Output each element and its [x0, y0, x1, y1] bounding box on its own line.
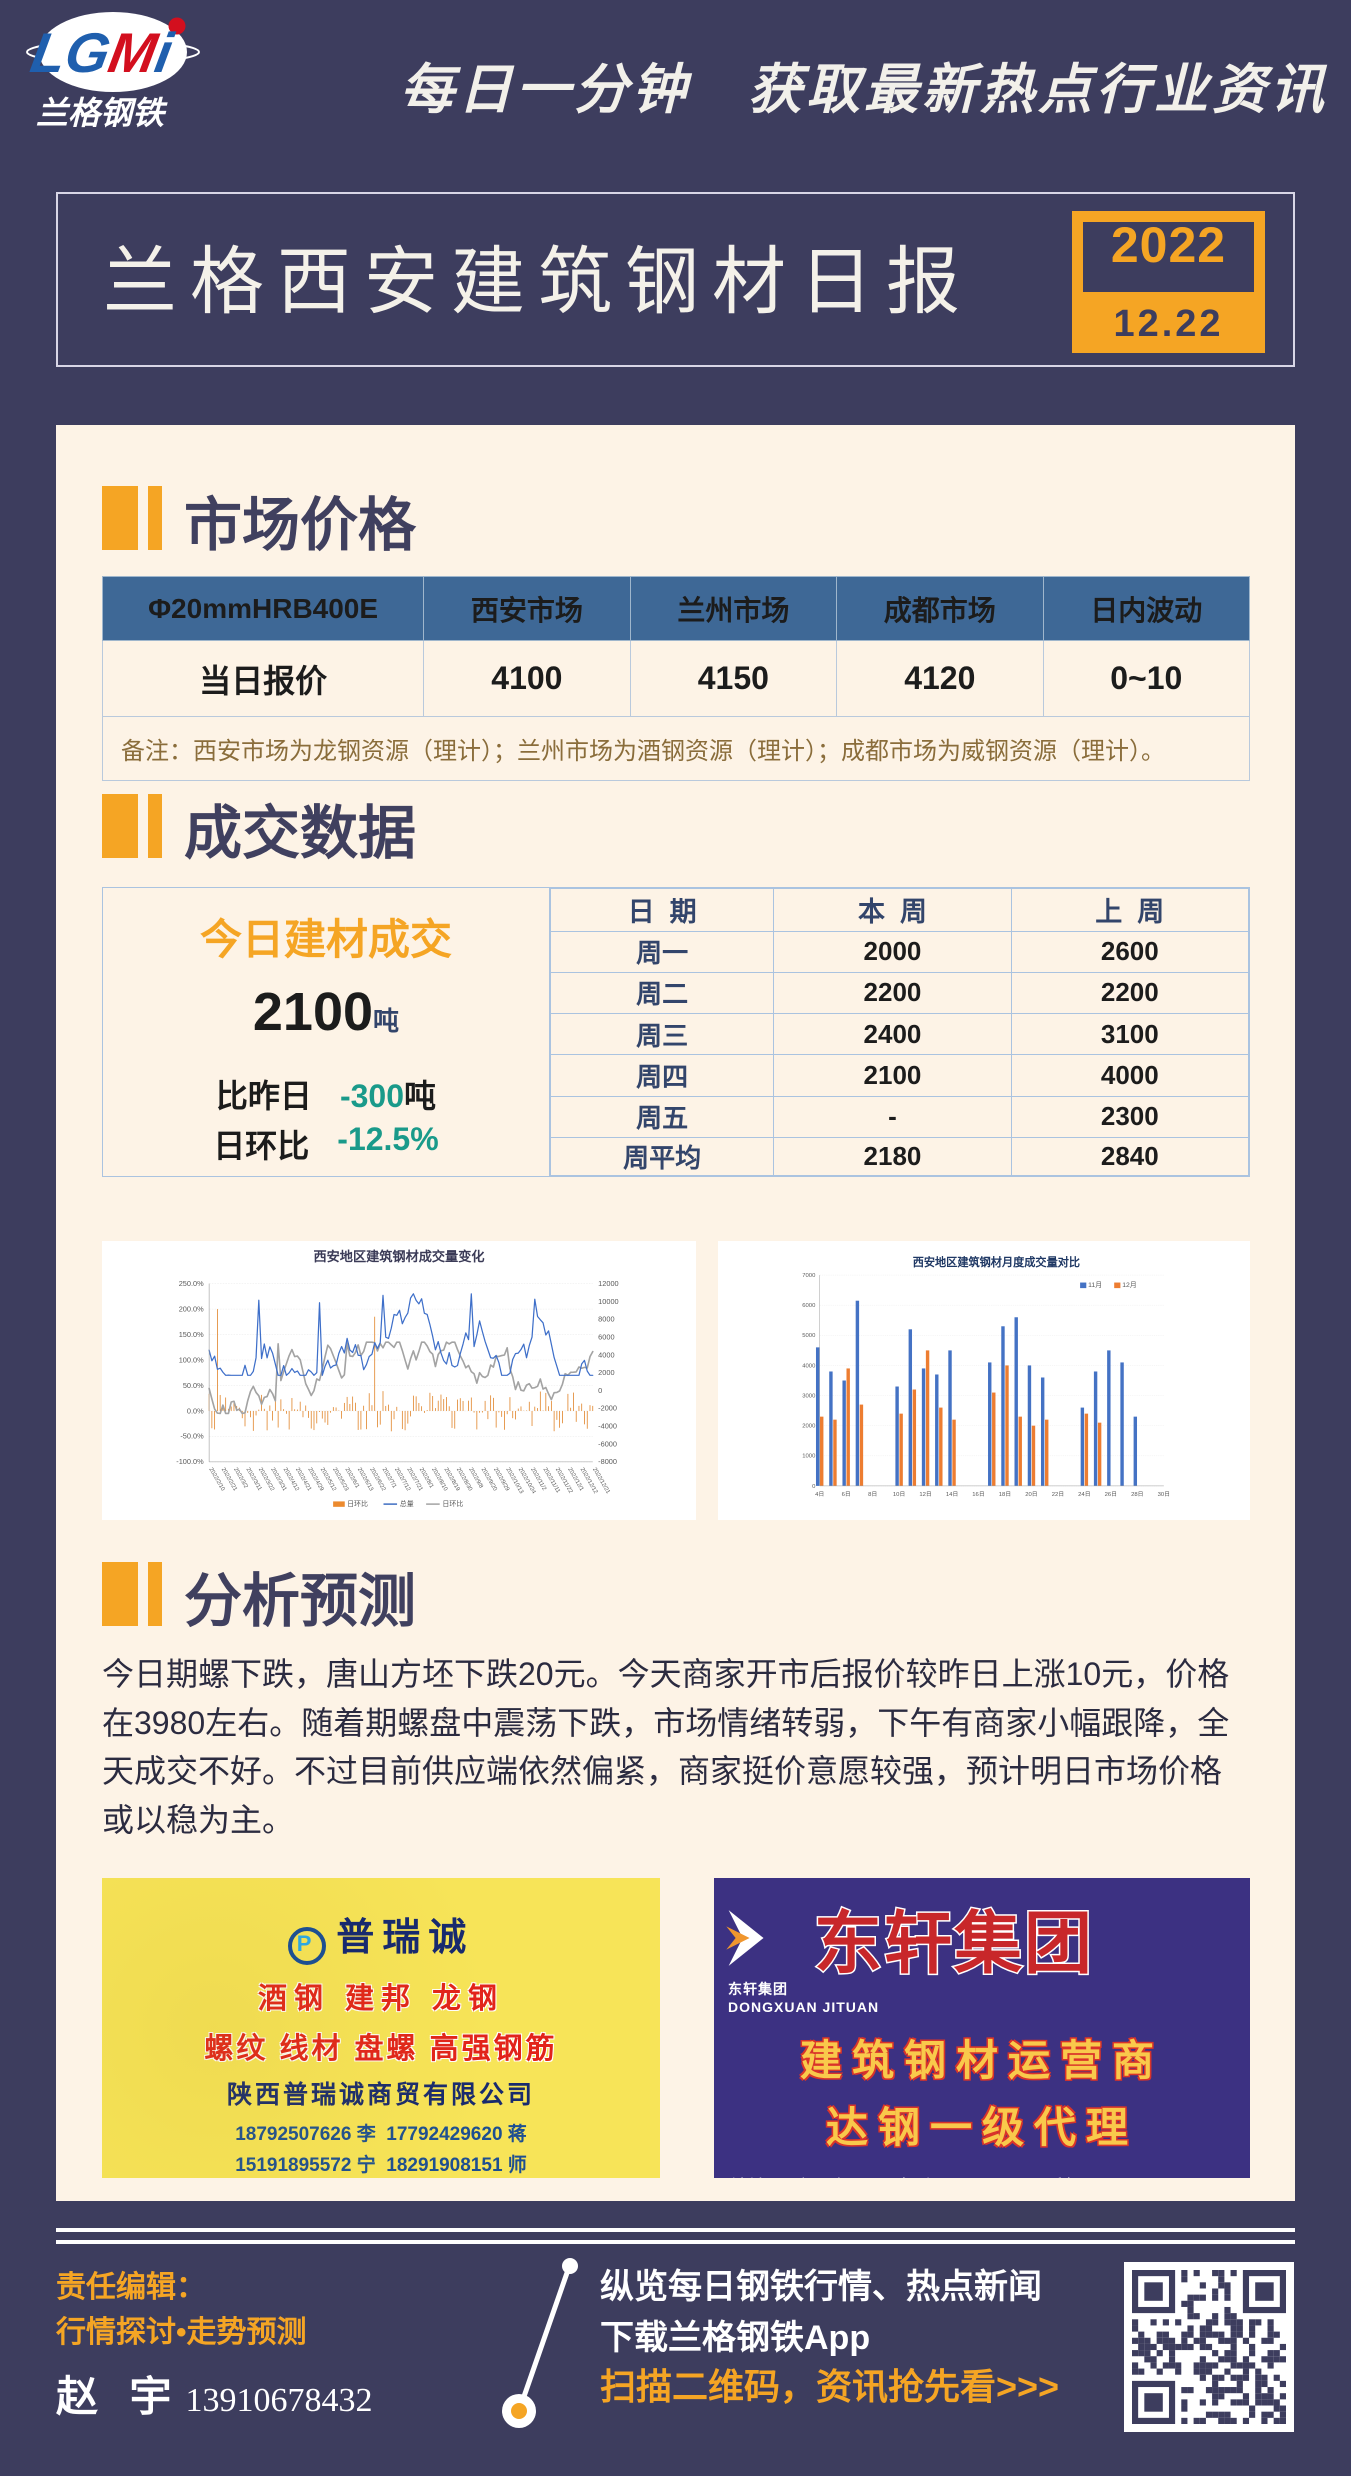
svg-text:14日: 14日	[946, 1491, 958, 1498]
svg-text:0.0%: 0.0%	[187, 1406, 204, 1415]
svg-text:6000: 6000	[802, 1303, 816, 1309]
svg-text:4000: 4000	[598, 1350, 614, 1359]
svg-text:0: 0	[598, 1386, 602, 1395]
svg-text:-2000: -2000	[598, 1404, 617, 1413]
svg-text:18日: 18日	[999, 1491, 1011, 1498]
svg-text:LGMi: LGMi	[26, 21, 178, 84]
svg-text:100.0%: 100.0%	[179, 1355, 204, 1364]
svg-text:200.0%: 200.0%	[179, 1304, 204, 1313]
svg-text:8日: 8日	[868, 1491, 877, 1498]
svg-text:150.0%: 150.0%	[179, 1330, 204, 1339]
svg-text:10000: 10000	[598, 1297, 618, 1306]
svg-text:西安地区建筑钢材月度成交量对比: 西安地区建筑钢材月度成交量对比	[913, 1255, 1080, 1269]
svg-text:2000: 2000	[802, 1424, 816, 1430]
svg-text:2000: 2000	[598, 1368, 614, 1377]
svg-text:22日: 22日	[1052, 1491, 1064, 1498]
svg-text:28日: 28日	[1131, 1491, 1143, 1498]
svg-text:兰格钢铁: 兰格钢铁	[36, 95, 168, 131]
svg-text:5000: 5000	[802, 1333, 816, 1339]
svg-text:16日: 16日	[972, 1491, 984, 1498]
svg-text:6日: 6日	[842, 1491, 851, 1498]
svg-text:6000: 6000	[598, 1332, 614, 1341]
svg-text:26日: 26日	[1105, 1491, 1117, 1498]
svg-text:11月: 11月	[1088, 1281, 1102, 1289]
svg-text:1000: 1000	[802, 1454, 816, 1460]
svg-text:-100.0%: -100.0%	[176, 1457, 204, 1466]
svg-text:250.0%: 250.0%	[179, 1279, 204, 1288]
svg-text:24日: 24日	[1078, 1491, 1090, 1498]
svg-text:-4000: -4000	[598, 1422, 617, 1431]
svg-text:30日: 30日	[1158, 1491, 1170, 1498]
svg-text:-50.0%: -50.0%	[180, 1432, 204, 1441]
svg-text:西安地区建筑钢材成交量变化: 西安地区建筑钢材成交量变化	[313, 1248, 484, 1264]
svg-text:7000: 7000	[802, 1273, 816, 1279]
svg-text:3000: 3000	[802, 1393, 816, 1399]
svg-text:12000: 12000	[598, 1279, 618, 1288]
svg-text:20日: 20日	[1025, 1491, 1037, 1498]
svg-text:-6000: -6000	[598, 1439, 617, 1448]
svg-text:50.0%: 50.0%	[183, 1381, 204, 1390]
svg-text:12月: 12月	[1122, 1281, 1136, 1289]
svg-text:12日: 12日	[919, 1491, 931, 1498]
svg-text:-8000: -8000	[598, 1457, 617, 1466]
svg-text:8000: 8000	[598, 1315, 614, 1324]
svg-text:4000: 4000	[802, 1363, 816, 1369]
svg-text:10日: 10日	[893, 1491, 905, 1498]
svg-text:4日: 4日	[815, 1491, 824, 1498]
